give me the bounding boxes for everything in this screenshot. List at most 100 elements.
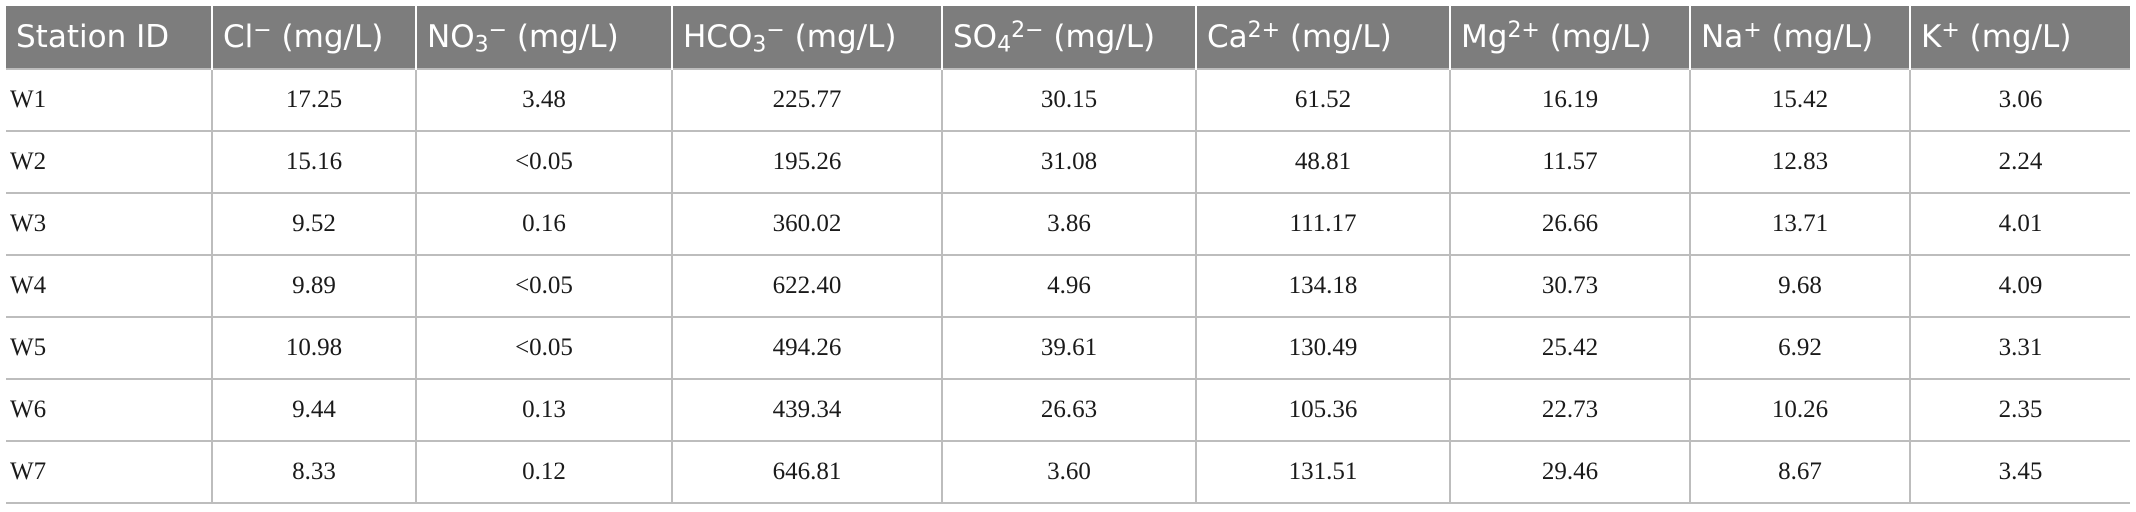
table-row: W7 8.33 0.12 646.81 3.60 131.51 29.46 8.… (6, 440, 2130, 504)
cell-chloride: 9.89 (211, 254, 417, 318)
cell-bicarbonate: 646.81 (671, 440, 943, 504)
cell-calcium: 105.36 (1195, 378, 1451, 442)
cell-sodium: 8.67 (1689, 440, 1911, 504)
cell-sodium: 6.92 (1689, 316, 1911, 380)
header-sup: 2− (1011, 18, 1044, 44)
header-station-id: Station ID (6, 6, 213, 69)
header-unit: (mg/L) (507, 19, 619, 55)
cell-magnesium: 26.66 (1449, 192, 1691, 256)
header-base: Station ID (16, 19, 170, 55)
cell-calcium: 48.81 (1195, 130, 1451, 194)
table-row: W5 10.98 <0.05 494.26 39.61 130.49 25.42… (6, 316, 2130, 380)
cell-potassium: 4.09 (1909, 254, 2130, 318)
header-unit: (mg/L) (1043, 19, 1156, 55)
header-base: Na (1701, 19, 1744, 55)
cell-chloride: 9.44 (211, 378, 417, 442)
cell-nitrate: <0.05 (415, 316, 673, 380)
cell-sodium: 9.68 (1689, 254, 1911, 318)
header-unit: (mg/L) (1539, 19, 1652, 55)
header-base: Ca (1207, 19, 1248, 55)
cell-nitrate: 0.16 (415, 192, 673, 256)
cell-nitrate: 0.13 (415, 378, 673, 442)
cell-chloride: 15.16 (211, 130, 417, 194)
header-chloride: Cl− (mg/L) (212, 6, 417, 69)
cell-chloride: 10.98 (211, 316, 417, 380)
cell-station-id: W2 (6, 130, 213, 194)
header-potassium: K+ (mg/L) (1910, 6, 2130, 69)
header-sup: + (1743, 18, 1762, 44)
table-body: W1 17.25 3.48 225.77 30.15 61.52 16.19 1… (6, 68, 2130, 504)
cell-chloride: 17.25 (211, 68, 417, 132)
cell-sodium: 12.83 (1689, 130, 1911, 194)
header-bicarbonate: HCO3− (mg/L) (672, 6, 943, 69)
cell-potassium: 2.35 (1909, 378, 2130, 442)
cell-station-id: W7 (6, 440, 213, 504)
table-row: W6 9.44 0.13 439.34 26.63 105.36 22.73 1… (6, 378, 2130, 442)
cell-nitrate: 3.48 (415, 68, 673, 132)
cell-magnesium: 25.42 (1449, 316, 1691, 380)
cell-sulfate: 39.61 (941, 316, 1197, 380)
header-sup: + (1941, 18, 1960, 44)
header-base: K (1921, 19, 1942, 55)
header-base: Mg (1461, 19, 1508, 55)
cell-bicarbonate: 360.02 (671, 192, 943, 256)
header-sup: 2+ (1247, 18, 1281, 44)
cell-bicarbonate: 494.26 (671, 316, 943, 380)
cell-sulfate: 3.86 (941, 192, 1197, 256)
cell-bicarbonate: 195.26 (671, 130, 943, 194)
header-base: NO (427, 19, 475, 55)
cell-chloride: 9.52 (211, 192, 417, 256)
cell-sulfate: 3.60 (941, 440, 1197, 504)
header-unit: (mg/L) (1280, 19, 1392, 55)
cell-nitrate: <0.05 (415, 254, 673, 318)
cell-station-id: W6 (6, 378, 213, 442)
header-sulfate: SO42− (mg/L) (942, 6, 1197, 69)
cell-potassium: 2.24 (1909, 130, 2130, 194)
cell-magnesium: 16.19 (1449, 68, 1691, 132)
cell-station-id: W5 (6, 316, 213, 380)
cell-calcium: 131.51 (1195, 440, 1451, 504)
cell-calcium: 61.52 (1195, 68, 1451, 132)
header-sup: − (488, 18, 508, 44)
cell-bicarbonate: 225.77 (671, 68, 943, 132)
cell-sulfate: 4.96 (941, 254, 1197, 318)
cell-sodium: 15.42 (1689, 68, 1911, 132)
header-nitrate: NO3− (mg/L) (416, 6, 673, 69)
header-unit: (mg/L) (271, 19, 384, 55)
cell-potassium: 3.06 (1909, 68, 2130, 132)
cell-magnesium: 30.73 (1449, 254, 1691, 318)
cell-calcium: 130.49 (1195, 316, 1451, 380)
header-sub: 3 (752, 32, 767, 58)
header-base: Cl (223, 19, 254, 55)
cell-sodium: 10.26 (1689, 378, 1911, 442)
cell-station-id: W4 (6, 254, 213, 318)
cell-sulfate: 30.15 (941, 68, 1197, 132)
cell-sulfate: 31.08 (941, 130, 1197, 194)
header-sup: − (253, 18, 272, 44)
cell-potassium: 3.45 (1909, 440, 2130, 504)
table-row: W1 17.25 3.48 225.77 30.15 61.52 16.19 1… (6, 68, 2130, 132)
cell-magnesium: 11.57 (1449, 130, 1691, 194)
header-unit: (mg/L) (1761, 19, 1874, 55)
cell-station-id: W3 (6, 192, 213, 256)
cell-magnesium: 22.73 (1449, 378, 1691, 442)
cell-bicarbonate: 622.40 (671, 254, 943, 318)
header-unit: (mg/L) (1959, 19, 2072, 55)
cell-magnesium: 29.46 (1449, 440, 1691, 504)
cell-chloride: 8.33 (211, 440, 417, 504)
header-sup: 2+ (1507, 18, 1540, 44)
header-base: HCO (683, 19, 753, 55)
cell-calcium: 134.18 (1195, 254, 1451, 318)
cell-potassium: 3.31 (1909, 316, 2130, 380)
header-base: SO (953, 19, 998, 55)
cell-nitrate: 0.12 (415, 440, 673, 504)
water-chemistry-table: Station ID Cl− (mg/L) NO3− (mg/L) HCO3− … (6, 6, 2130, 504)
cell-bicarbonate: 439.34 (671, 378, 943, 442)
header-unit: (mg/L) (784, 19, 897, 55)
header-magnesium: Mg2+ (mg/L) (1450, 6, 1691, 69)
cell-calcium: 111.17 (1195, 192, 1451, 256)
header-sodium: Na+ (mg/L) (1690, 6, 1911, 69)
table-row: W4 9.89 <0.05 622.40 4.96 134.18 30.73 9… (6, 254, 2130, 318)
cell-sulfate: 26.63 (941, 378, 1197, 442)
header-calcium: Ca2+ (mg/L) (1196, 6, 1451, 69)
